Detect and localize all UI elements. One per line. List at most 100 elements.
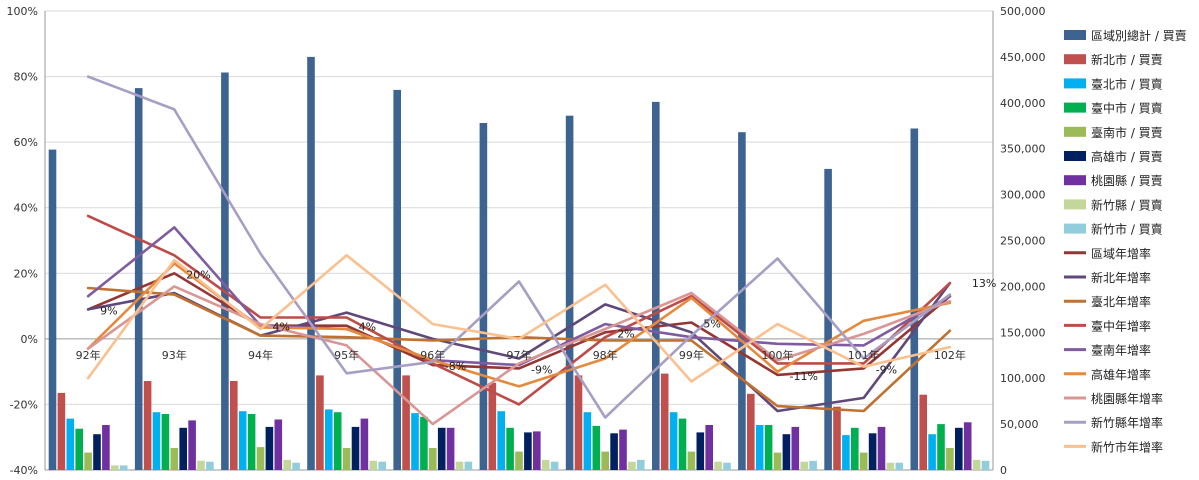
bar bbox=[515, 451, 523, 470]
bar bbox=[541, 459, 550, 470]
legend-swatch bbox=[1064, 54, 1086, 65]
bar bbox=[859, 452, 868, 470]
bar bbox=[610, 433, 618, 470]
data-label: -8% bbox=[445, 360, 466, 373]
bar bbox=[221, 72, 229, 470]
bar bbox=[119, 465, 128, 470]
bar bbox=[292, 462, 300, 470]
bar bbox=[928, 434, 936, 470]
bar bbox=[179, 427, 187, 470]
line-series-group bbox=[86, 75, 952, 426]
bar bbox=[48, 149, 57, 470]
bar bbox=[660, 373, 669, 470]
bar bbox=[161, 414, 170, 470]
bar bbox=[455, 461, 464, 470]
bar bbox=[868, 433, 877, 470]
category-label: 100年 bbox=[762, 348, 794, 362]
category-label: 101年 bbox=[848, 348, 880, 362]
legend-label: 新北年增率 bbox=[1091, 270, 1151, 285]
right-axis-tick-label: 50,000 bbox=[1000, 418, 1039, 431]
bar bbox=[378, 461, 386, 470]
bar bbox=[170, 448, 179, 470]
category-label: 93年 bbox=[162, 348, 187, 362]
bar bbox=[919, 394, 927, 470]
bar bbox=[809, 460, 817, 470]
bar bbox=[910, 128, 919, 470]
bar bbox=[782, 434, 791, 470]
bar bbox=[565, 115, 574, 470]
line-series bbox=[86, 254, 952, 383]
category-label: 94年 bbox=[248, 348, 273, 362]
bar bbox=[351, 426, 360, 470]
bar bbox=[66, 418, 75, 470]
legend-label: 臺北年增率 bbox=[1091, 294, 1151, 309]
data-label: 2% bbox=[617, 327, 634, 340]
bar bbox=[533, 431, 541, 470]
bar bbox=[886, 462, 895, 470]
bar bbox=[369, 460, 378, 470]
bar bbox=[479, 123, 488, 470]
bar bbox=[851, 427, 859, 470]
category-label: 96年 bbox=[420, 348, 445, 362]
bar bbox=[669, 412, 678, 470]
data-label: 4% bbox=[359, 321, 376, 334]
bar bbox=[111, 465, 119, 470]
right-axis: 0 50,000 100,000 150,000 200,000 250,000 300,0… bbox=[992, 5, 1046, 477]
bar bbox=[360, 418, 369, 470]
bar bbox=[197, 460, 205, 470]
bar bbox=[937, 424, 945, 470]
left-axis-tick-label: 80% bbox=[14, 71, 38, 84]
bar bbox=[800, 461, 808, 470]
bar bbox=[437, 427, 446, 470]
legend-label: 臺南年增率 bbox=[1091, 343, 1151, 358]
bar bbox=[628, 461, 636, 470]
bar bbox=[833, 406, 841, 470]
legend-label: 桃園縣 / 買賣 bbox=[1091, 173, 1163, 188]
bar bbox=[274, 419, 283, 470]
left-axis-tick-label: 20% bbox=[14, 267, 38, 280]
legend-label: 高雄年增率 bbox=[1091, 367, 1151, 382]
bar bbox=[955, 427, 963, 470]
bar bbox=[824, 168, 832, 470]
legend-swatch bbox=[1064, 175, 1086, 186]
bar bbox=[238, 411, 247, 470]
bar bbox=[764, 425, 773, 470]
right-axis-tick-label: 100,000 bbox=[1000, 372, 1046, 385]
bar bbox=[497, 411, 505, 470]
line-series bbox=[86, 75, 952, 419]
right-axis-tick-label: 450,000 bbox=[1000, 51, 1046, 64]
category-label: 98年 bbox=[593, 348, 618, 362]
data-label: -9% bbox=[531, 363, 552, 376]
bar bbox=[464, 461, 473, 470]
legend-swatch bbox=[1064, 102, 1086, 113]
right-axis-tick-label: 250,000 bbox=[1000, 235, 1046, 248]
right-axis-tick-label: 0 bbox=[1000, 464, 1007, 477]
bar bbox=[583, 412, 592, 470]
legend-label: 新竹市年增率 bbox=[1091, 439, 1163, 454]
legend-label: 新北市 / 買賣 bbox=[1091, 52, 1163, 67]
bar bbox=[652, 101, 660, 471]
right-axis-tick-label: 350,000 bbox=[1000, 143, 1046, 156]
bar bbox=[877, 426, 886, 470]
legend-label: 區域年增率 bbox=[1091, 246, 1151, 261]
bar bbox=[714, 461, 722, 470]
bar bbox=[696, 432, 705, 470]
bar bbox=[592, 425, 601, 470]
data-label: 5% bbox=[703, 318, 720, 331]
bar bbox=[791, 426, 800, 470]
legend-swatch bbox=[1064, 30, 1086, 40]
bar bbox=[574, 375, 583, 470]
bar bbox=[206, 461, 214, 470]
bar bbox=[316, 375, 324, 470]
bar bbox=[402, 375, 410, 470]
bar bbox=[705, 425, 713, 470]
legend-label: 新竹市 / 買賣 bbox=[1091, 222, 1163, 237]
legend-label: 新竹縣 / 買賣 bbox=[1091, 197, 1163, 212]
bar bbox=[102, 425, 110, 470]
bar bbox=[230, 381, 238, 470]
bar bbox=[550, 461, 559, 470]
bar bbox=[738, 132, 746, 470]
left-axis-tick-label: 100% bbox=[7, 5, 38, 18]
bar bbox=[842, 435, 850, 470]
